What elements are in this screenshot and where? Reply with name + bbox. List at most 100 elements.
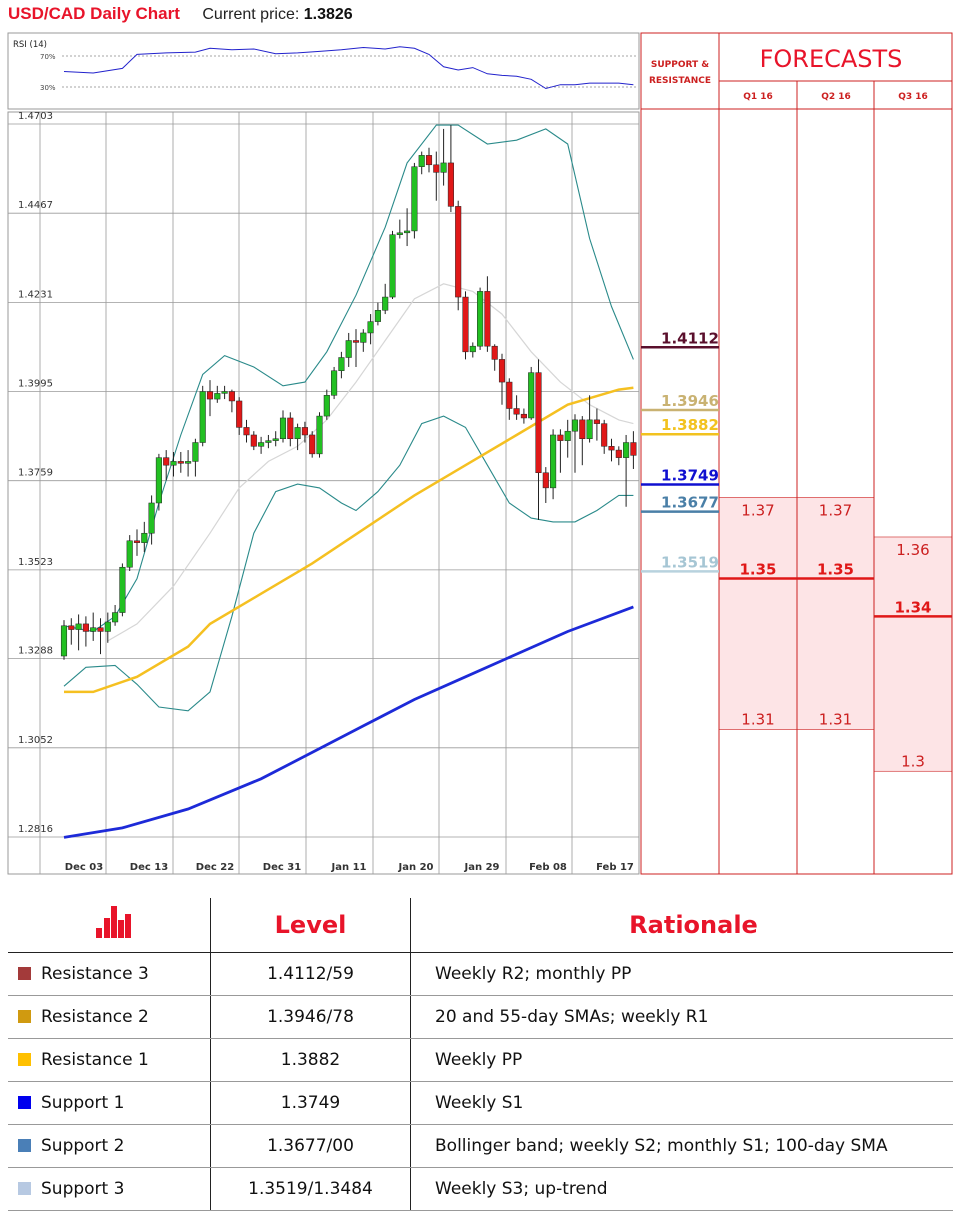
candle [455,200,462,311]
candle-body [586,419,593,439]
candle [133,529,141,556]
x-tick-label: Dec 03 [65,862,103,873]
candle-body [506,381,513,409]
candle-body [294,427,301,439]
chart-title: USD/CAD Daily Chart [8,4,180,23]
candle [331,366,338,400]
sr-header-line2: RESISTANCE [649,76,711,86]
candle-body [367,321,374,334]
y-tick-label: 1.3759 [18,468,53,479]
table-row: Resistance 1 1.3882 Weekly PP [8,1038,953,1082]
candle [243,419,250,443]
candle-body [82,623,89,632]
table-row: Support 2 1.3677/00 Bollinger band; weekly… [8,1124,953,1168]
candle-body [228,391,235,402]
forecast-panel: SUPPORT & RESISTANCE FORECASTS Q1 16 Q2 … [640,32,953,875]
candle-body [301,427,308,436]
candle-body [323,395,330,417]
candle-body [542,472,549,489]
candle-body [404,230,411,234]
forecast-col-q1: Q1 16 [743,92,773,102]
candle-body [214,393,221,400]
table-header-icon-cell [8,898,211,953]
candle-body [141,532,148,543]
sr-header-line1: SUPPORT & [651,60,709,70]
candle-body [170,461,177,466]
y-tick-label: 1.4467 [18,200,53,211]
current-price-value: 1.3826 [303,6,353,23]
chart-header: USD/CAD Daily Chart Current price: 1.382… [8,4,353,28]
candle-body [148,502,155,534]
candle [82,616,89,647]
candle [550,429,557,500]
table-header-rationale: Rationale [410,898,953,953]
candle [323,389,330,420]
level-value: 1.3946/78 [210,995,411,1039]
row-name-cell: Resistance 3 [8,952,211,996]
level-name: Resistance 2 [41,1007,149,1027]
forecast-low: 1.3 [901,752,925,770]
candle-body [623,442,630,458]
candle [148,495,155,545]
candle-body [90,627,97,632]
y-tick-label: 1.3052 [18,735,53,746]
level-rationale: Weekly S3; up-trend [410,1167,953,1211]
candle [542,467,549,503]
candle [433,151,440,201]
table-row: Resistance 3 1.4112/59 Weekly R2; monthly … [8,952,953,996]
candle-body [455,206,462,298]
y-tick-label: 1.3523 [18,557,53,568]
forecast-col-q2: Q2 16 [821,92,851,102]
candle [396,219,403,239]
x-tick-label: Dec 13 [130,862,168,873]
candle [593,408,600,441]
level-name: Support 3 [41,1179,125,1199]
candle-body [440,162,447,173]
candle-body [243,427,250,436]
candle [630,431,637,469]
candle [301,421,308,443]
level-rationale: Weekly R2; monthly PP [410,952,953,996]
candle [571,414,579,473]
candle-body [112,612,119,623]
x-tick-label: Jan 11 [331,862,367,873]
bar-chart-icon [95,906,133,938]
level-value: 1.3749 [210,1081,411,1125]
forecast-zone [718,497,798,730]
candle-body [163,457,170,466]
level-value: 1.3519/1.3484 [210,1167,411,1211]
table-row: Support 1 1.3749 Weekly S1 [8,1081,953,1125]
level-swatch [18,1053,31,1066]
candle [345,332,352,367]
y-tick-label: 1.4231 [18,289,53,300]
level-value: 1.3882 [210,1038,411,1082]
candle-body [447,162,454,207]
candle [228,389,235,413]
candle [520,408,527,424]
level-swatch [18,1139,31,1152]
level-swatch [18,1010,31,1023]
candle [477,287,484,350]
candle-body [469,345,476,353]
forecast-mid: 1.35 [817,561,854,579]
levels-table: Level Rationale Resistance 3 1.4112/59 Wee… [8,898,953,1211]
candle-body [126,540,133,568]
candle [177,451,184,473]
level-swatch [18,967,31,980]
x-tick-label: Dec 22 [196,862,234,873]
candle [112,605,119,626]
level-value: 1.4112/59 [210,952,411,996]
candle [221,385,228,400]
candle-body [250,434,257,447]
candle-body [601,423,608,447]
date-axis: Dec 03 Dec 13 Dec 22 Dec 31 Jan 11 Jan 20 Jan … [65,862,634,873]
candle-body [345,340,352,358]
candle-body [389,234,396,298]
candle-body [433,164,440,173]
candle [294,423,301,451]
row-name-cell: Resistance 2 [8,995,211,1039]
table-header-row: Level Rationale [8,898,953,953]
forecast-high: 1.37 [819,501,852,519]
candle [440,128,447,186]
forecast-values: 1.37 1.35 1.31 1.37 1.35 1.31 1.36 1.34 1.3 [739,501,931,770]
